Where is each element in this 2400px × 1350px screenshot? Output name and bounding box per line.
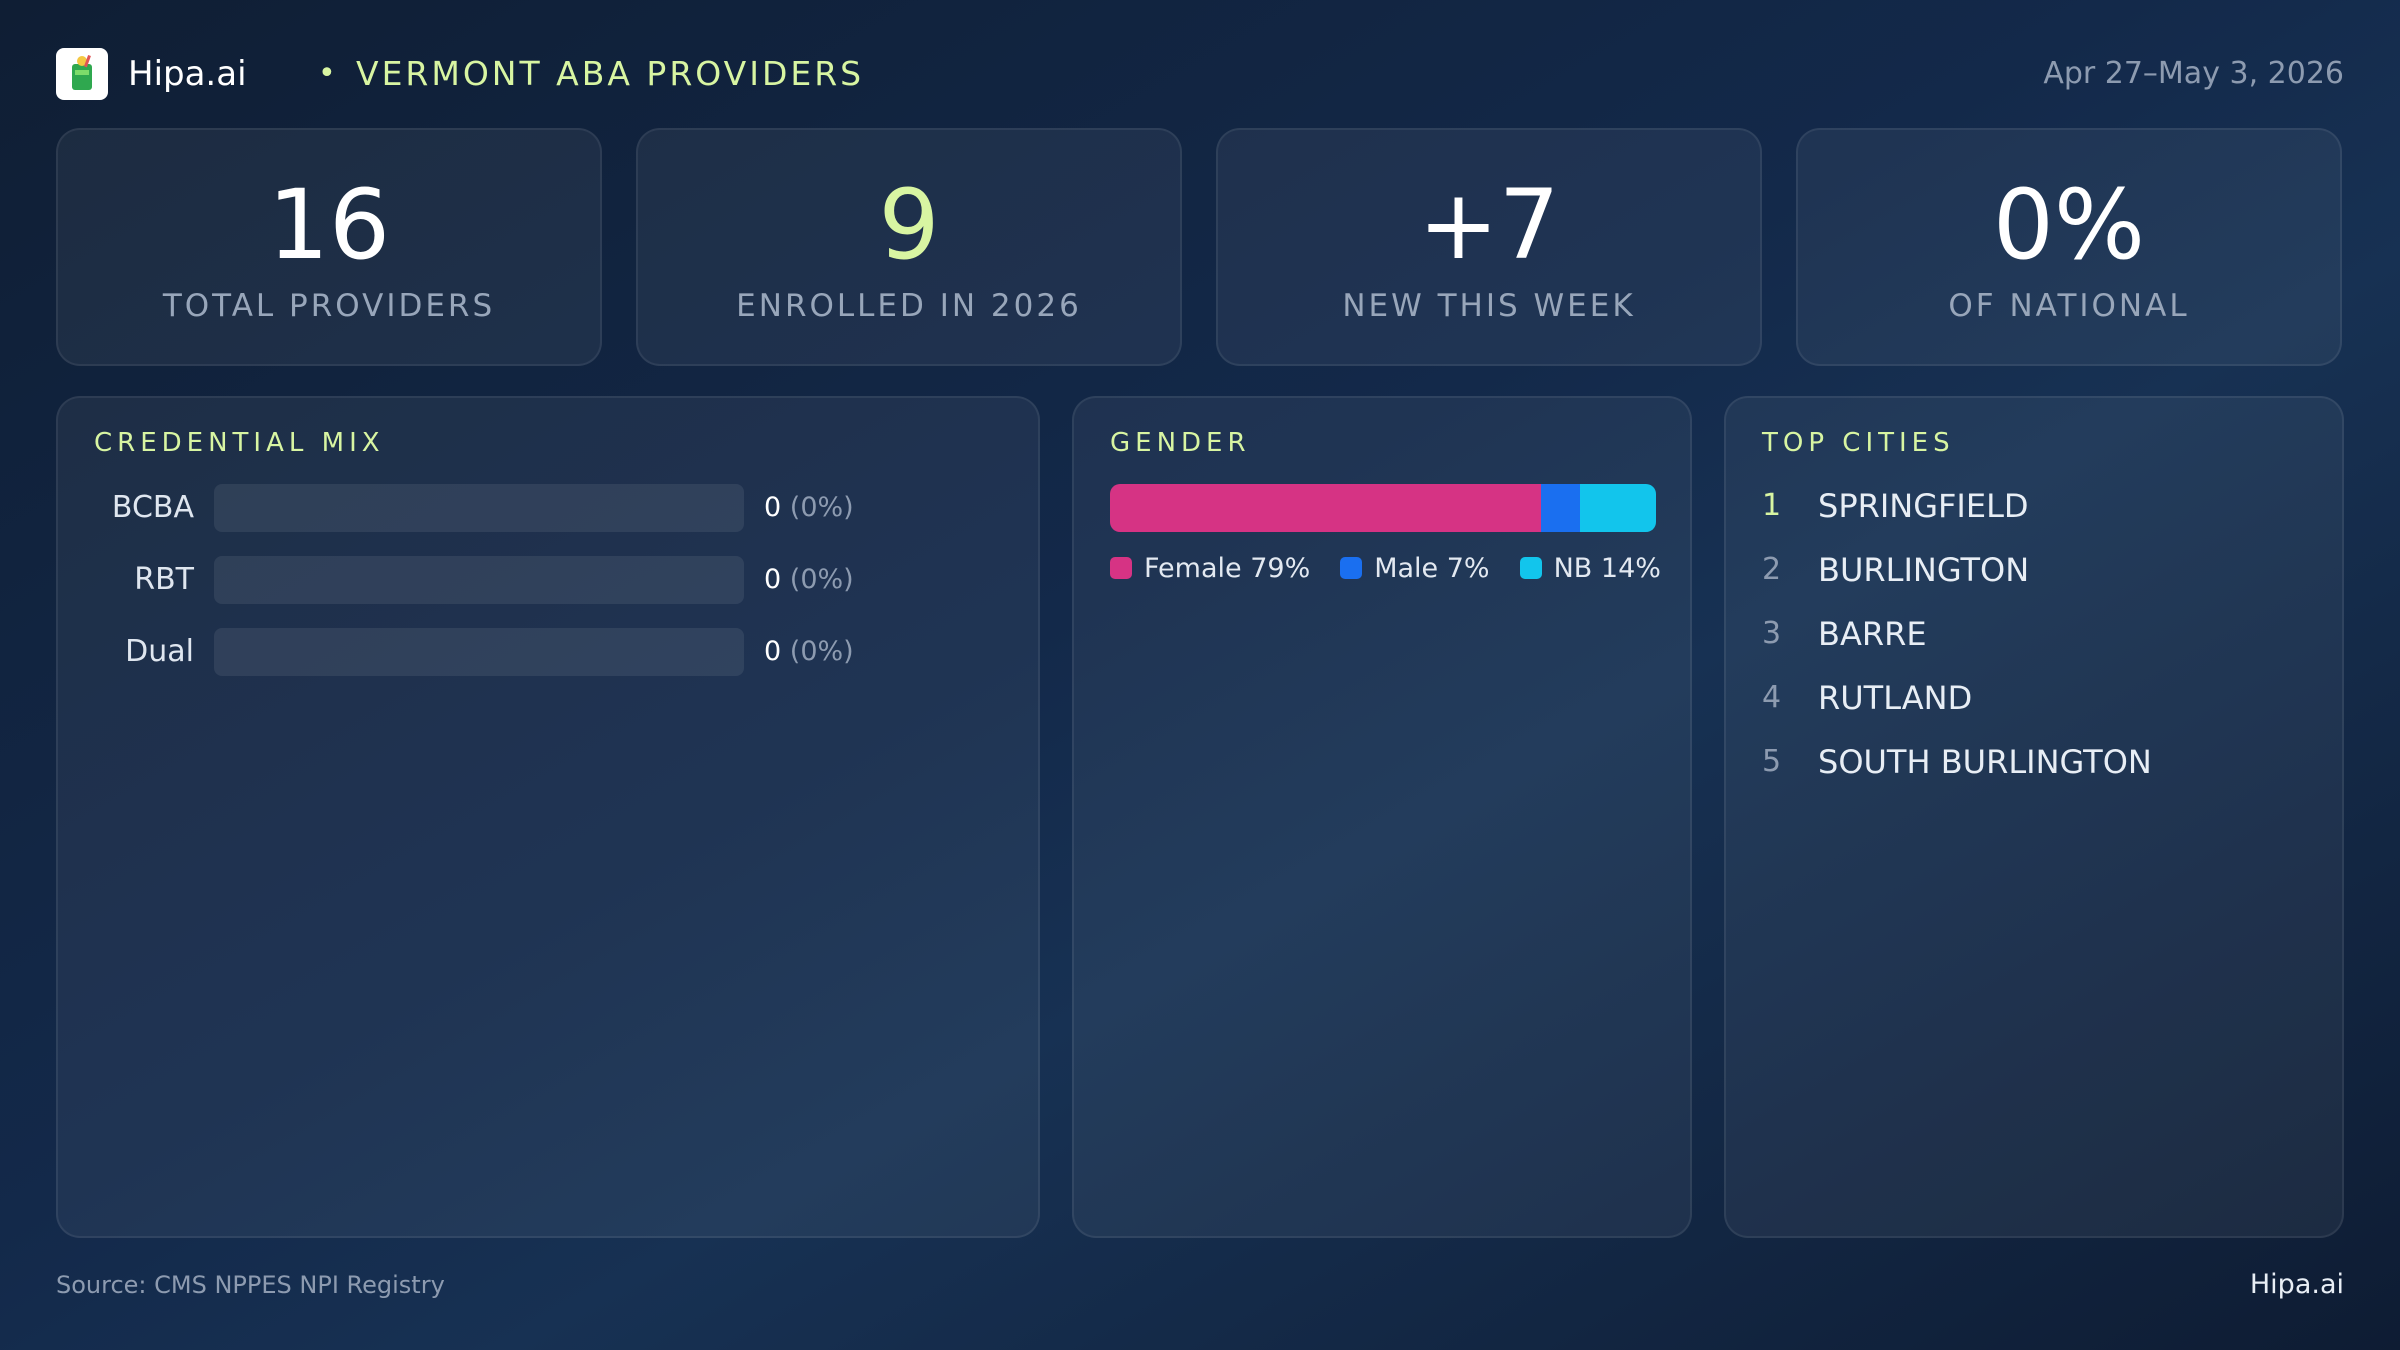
panel-title: GENDER xyxy=(1110,428,1251,458)
legend-label: NB 14% xyxy=(1553,552,1661,584)
credential-row-dual: Dual 0 (0%) xyxy=(58,628,1038,676)
credential-percent: (0%) xyxy=(789,564,854,595)
city-name: RUTLAND xyxy=(1818,679,1973,717)
legend-swatch xyxy=(1340,557,1363,579)
header: Hipa.ai • VERMONT ABA PROVIDERS Apr 27–M… xyxy=(56,48,2344,100)
credential-bar-track xyxy=(214,556,744,604)
credential-value: 0 (0%) xyxy=(764,628,854,676)
kpi-card-total-providers: 16 TOTAL PROVIDERS xyxy=(56,128,602,366)
credential-value: 0 (0%) xyxy=(764,556,854,604)
gender-stacked-bar xyxy=(1110,484,1656,532)
credential-bar-track xyxy=(214,484,744,532)
city-name: BURLINGTON xyxy=(1818,551,2030,589)
kpi-card-enrolled: 9 ENROLLED IN 2026 xyxy=(636,128,1182,366)
date-range: Apr 27–May 3, 2026 xyxy=(2043,56,2344,91)
city-name: BARRE xyxy=(1818,615,1927,653)
gender-panel: GENDER Female 79% Male 7% NB 14% xyxy=(1072,396,1692,1238)
credential-label: BCBA xyxy=(111,490,194,525)
brand-name: Hipa.ai xyxy=(128,54,247,94)
gender-legend: Female 79% Male 7% NB 14% xyxy=(1110,548,1691,588)
gender-segment-female xyxy=(1110,484,1542,532)
kpi-value: 9 xyxy=(878,169,940,281)
city-name: SPRINGFIELD xyxy=(1818,487,2029,525)
kpi-label: NEW THIS WEEK xyxy=(1342,288,1636,324)
legend-swatch xyxy=(1110,557,1132,579)
credential-value: 0 (0%) xyxy=(764,484,854,532)
credential-count: 0 xyxy=(764,636,782,667)
city-rank: 4 xyxy=(1762,680,1782,715)
kpi-label: ENROLLED IN 2026 xyxy=(736,288,1082,324)
kpi-card-of-national: 0% OF NATIONAL xyxy=(1796,128,2342,366)
credential-row-rbt: RBT 0 (0%) xyxy=(58,556,1038,604)
legend-item-male: Male 7% xyxy=(1340,548,1490,588)
top-cities-panel: TOP CITIES 1 SPRINGFIELD 2 BURLINGTON 3 … xyxy=(1724,396,2344,1238)
city-rank: 2 xyxy=(1762,552,1782,587)
credential-percent: (0%) xyxy=(789,636,854,667)
legend-label: Male 7% xyxy=(1374,552,1490,584)
legend-item-nb: NB 14% xyxy=(1519,548,1661,588)
kpi-label: TOTAL PROVIDERS xyxy=(162,288,496,324)
credential-count: 0 xyxy=(764,564,782,595)
gender-segment-nb xyxy=(1579,484,1656,532)
footer-brand: Hipa.ai xyxy=(2249,1269,2344,1300)
credential-bar-track xyxy=(214,628,744,676)
credential-label: RBT xyxy=(134,562,194,597)
legend-swatch xyxy=(1519,557,1542,579)
kpi-value: +7 xyxy=(1418,169,1560,281)
city-name: SOUTH BURLINGTON xyxy=(1818,743,2152,781)
credential-label: Dual xyxy=(125,634,194,669)
panel-title: CREDENTIAL MIX xyxy=(94,428,385,458)
gender-segment-male xyxy=(1541,484,1580,532)
footer-source: Source: CMS NPPES NPI Registry xyxy=(56,1271,445,1299)
legend-item-female: Female 79% xyxy=(1110,548,1310,588)
cup-logo-icon xyxy=(56,48,108,100)
title-separator: • xyxy=(318,56,336,91)
credential-mix-panel: CREDENTIAL MIX BCBA 0 (0%) RBT 0 (0%) Du… xyxy=(56,396,1040,1238)
credential-count: 0 xyxy=(764,492,782,523)
kpi-value: 16 xyxy=(267,169,391,281)
city-rank: 1 xyxy=(1762,488,1782,523)
kpi-label: OF NATIONAL xyxy=(1948,288,2190,324)
page-title: VERMONT ABA PROVIDERS xyxy=(356,54,865,93)
legend-label: Female 79% xyxy=(1144,552,1311,584)
credential-row-bcba: BCBA 0 (0%) xyxy=(58,484,1038,532)
panel-title: TOP CITIES xyxy=(1762,428,1955,458)
credential-percent: (0%) xyxy=(789,492,854,523)
city-rank: 3 xyxy=(1762,616,1782,651)
kpi-value: 0% xyxy=(1992,169,2146,281)
city-rank: 5 xyxy=(1762,744,1782,779)
kpi-card-new-this-week: +7 NEW THIS WEEK xyxy=(1216,128,1762,366)
